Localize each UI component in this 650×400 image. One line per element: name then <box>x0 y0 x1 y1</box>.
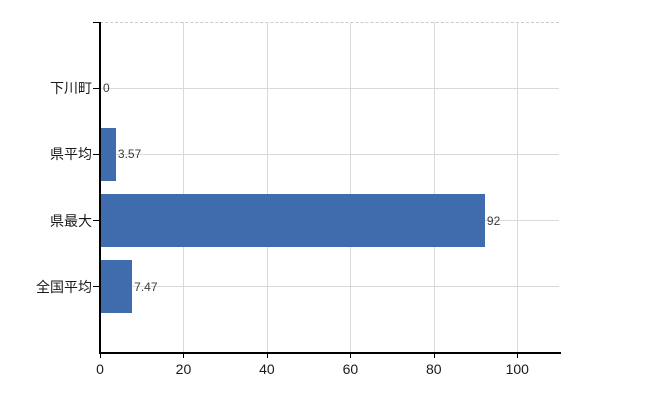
y-tick-mark <box>93 286 100 288</box>
x-gridline <box>517 22 519 353</box>
x-gridline <box>350 22 352 353</box>
y-tick-mark <box>93 220 100 222</box>
y-tick-mark <box>93 153 100 155</box>
x-tick-label: 60 <box>342 361 359 377</box>
category-label: 県最大 <box>50 212 92 229</box>
bar-value-label: 92 <box>486 213 501 228</box>
x-gridline <box>433 22 435 353</box>
x-tick-label: 20 <box>175 361 192 377</box>
x-tick-mark <box>266 354 268 358</box>
bar <box>101 260 133 314</box>
x-tick-mark <box>350 354 352 358</box>
bar <box>101 127 116 181</box>
category-label: 下川町 <box>50 80 92 97</box>
x-tick-mark <box>183 354 185 358</box>
bar <box>101 194 485 248</box>
x-tick-label: 100 <box>505 361 529 377</box>
y-gridline <box>100 153 559 155</box>
x-tick-mark <box>517 354 519 358</box>
y-gridline <box>100 87 559 89</box>
x-axis-line <box>99 352 561 354</box>
y-axis-line <box>99 22 101 354</box>
y-axis-top-tick <box>93 22 100 23</box>
x-tick-label: 40 <box>259 361 275 377</box>
category-label: 全国平均 <box>36 278 92 295</box>
x-tick-mark <box>100 354 101 358</box>
x-tick-label: 0 <box>96 361 104 377</box>
bar-value-label: 3.57 <box>117 147 142 162</box>
bar-value-label: 7.47 <box>134 279 158 294</box>
plot-top-border <box>100 22 559 23</box>
y-tick-mark <box>93 87 100 89</box>
x-tick-label: 80 <box>426 361 442 377</box>
x-gridline <box>183 22 185 353</box>
x-tick-mark <box>433 354 435 358</box>
bar-value-label: 0 <box>103 81 110 96</box>
x-gridline <box>266 22 268 353</box>
category-label: 県平均 <box>50 146 92 163</box>
y-gridline <box>100 286 559 288</box>
